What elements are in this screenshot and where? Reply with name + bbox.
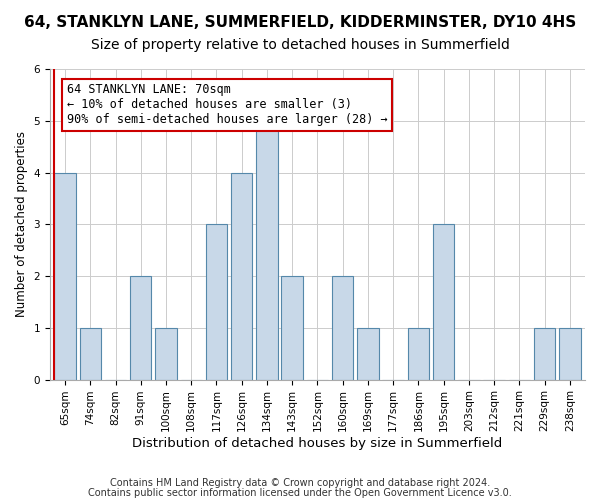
Bar (281, 276, 303, 380)
Text: 64, STANKLYN LANE, SUMMERFIELD, KIDDERMINSTER, DY10 4HS: 64, STANKLYN LANE, SUMMERFIELD, KIDDERMI… (24, 15, 576, 30)
Bar (357, 328, 379, 380)
Text: Contains HM Land Registry data © Crown copyright and database right 2024.: Contains HM Land Registry data © Crown c… (110, 478, 490, 488)
Bar (55, 172, 76, 380)
Bar (80, 328, 101, 380)
Bar (534, 328, 556, 380)
Bar (407, 328, 429, 380)
Bar (130, 276, 151, 380)
Bar (206, 224, 227, 380)
Bar (433, 224, 454, 380)
Bar (332, 276, 353, 380)
Bar (155, 328, 177, 380)
Bar (256, 121, 278, 380)
Text: Contains public sector information licensed under the Open Government Licence v3: Contains public sector information licen… (88, 488, 512, 498)
Y-axis label: Number of detached properties: Number of detached properties (15, 132, 28, 318)
X-axis label: Distribution of detached houses by size in Summerfield: Distribution of detached houses by size … (133, 437, 503, 450)
Text: 64 STANKLYN LANE: 70sqm
← 10% of detached houses are smaller (3)
90% of semi-det: 64 STANKLYN LANE: 70sqm ← 10% of detache… (67, 84, 388, 126)
Text: Size of property relative to detached houses in Summerfield: Size of property relative to detached ho… (91, 38, 509, 52)
Bar (559, 328, 581, 380)
Bar (231, 172, 253, 380)
